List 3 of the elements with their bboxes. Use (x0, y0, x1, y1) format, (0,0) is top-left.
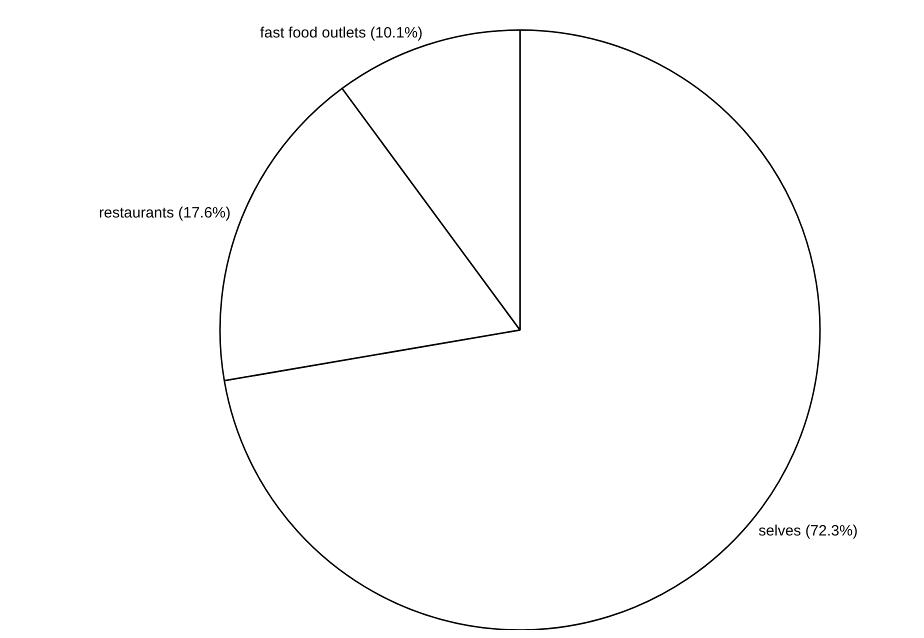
slice-label: selves (72.3%) (758, 522, 858, 540)
slice-label: restaurants (17.6%) (98, 204, 231, 222)
slice-label: fast food outlets (10.1%) (260, 24, 423, 42)
